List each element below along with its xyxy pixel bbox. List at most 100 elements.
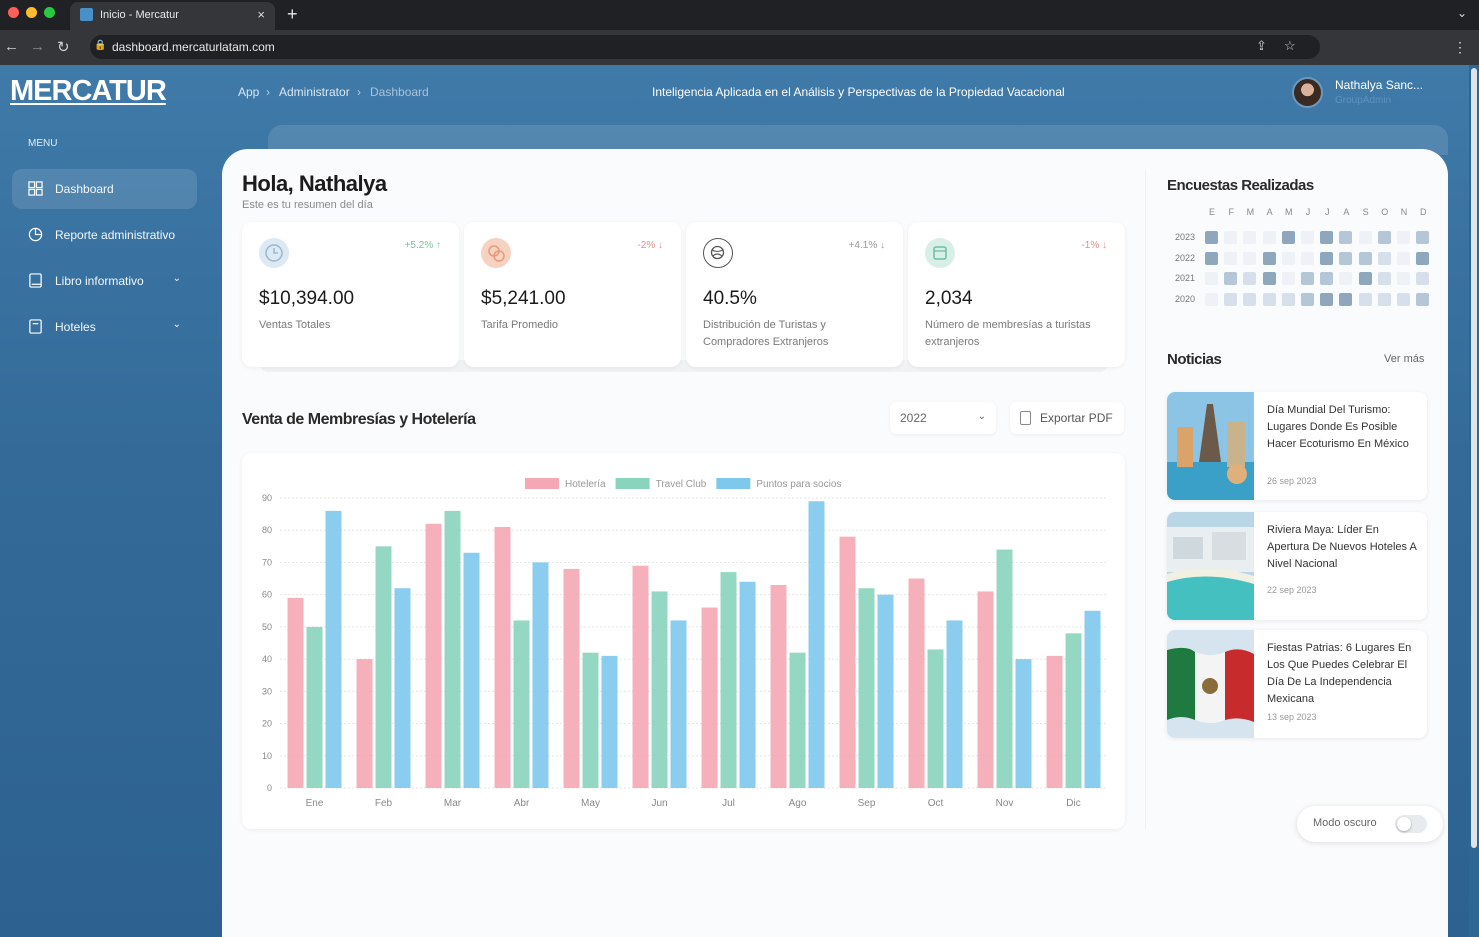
stat-label: Ventas Totales (259, 319, 331, 331)
heatmap-cell[interactable] (1377, 231, 1391, 244)
maximize-window-button[interactable] (44, 7, 55, 18)
heatmap-cell[interactable] (1339, 231, 1353, 244)
heatmap-cell[interactable] (1416, 272, 1430, 285)
heatmap-cell[interactable] (1243, 272, 1257, 285)
new-tab-button[interactable]: + (287, 4, 298, 24)
heatmap-cell[interactable] (1416, 251, 1430, 265)
forward-icon[interactable]: → (30, 38, 45, 55)
greeting-title: Hola, Nathalya (242, 171, 387, 196)
news-card[interactable]: Fiestas Patrias: 6 Lugares En Los Que Pu… (1167, 630, 1427, 738)
year-select[interactable]: 2022 ⌄ (890, 402, 996, 434)
reload-icon[interactable]: ↻ (57, 39, 70, 56)
heatmap-cell[interactable] (1243, 231, 1257, 244)
heatmap-cell[interactable] (1339, 272, 1353, 285)
stat-card-membresias[interactable]: -1% ↓ 2,034 Número de membresías a turis… (908, 222, 1125, 367)
news-headline: Riviera Maya: Líder En Apertura De Nuevo… (1267, 524, 1417, 570)
heatmap-cell[interactable] (1416, 231, 1430, 244)
heatmap-cell[interactable] (1320, 251, 1334, 265)
sidebar-item-label: Dashboard (55, 182, 114, 196)
x-tick-label: Ago (789, 798, 807, 809)
stat-card-ventas-totales[interactable]: +5.2% ↑ $10,394.00 Ventas Totales (242, 222, 459, 367)
heatmap-month-label: A (1343, 207, 1350, 217)
news-date: 13 sep 2023 (1267, 712, 1317, 722)
mercatur-logo[interactable]: MERCATUR (10, 75, 167, 107)
heatmap-cell[interactable] (1262, 272, 1276, 285)
heatmap-cell[interactable] (1281, 251, 1295, 265)
heatmap-cell[interactable] (1416, 292, 1430, 306)
tab-list-chevron-icon[interactable]: ⌄ (1456, 6, 1467, 20)
heatmap-cell[interactable] (1397, 292, 1410, 306)
heatmap-cell[interactable] (1281, 272, 1295, 285)
heatmap-cell[interactable] (1262, 292, 1276, 306)
news-see-more-link[interactable]: Ver más (1384, 353, 1425, 365)
heatmap-cell[interactable] (1377, 272, 1391, 285)
bar (858, 588, 875, 788)
bookmark-star-icon[interactable]: ☆ (1284, 38, 1296, 53)
heatmap-cell[interactable] (1358, 292, 1372, 306)
bar (789, 652, 806, 788)
heatmap-cell[interactable] (1205, 292, 1218, 306)
heatmap-month-label: D (1419, 207, 1427, 217)
sidebar-item-dashboard[interactable]: Dashboard (12, 169, 197, 209)
dark-mode-toggle[interactable]: Modo oscuro (1297, 806, 1443, 842)
y-tick-label: 20 (262, 719, 272, 729)
toggle-knob[interactable] (1397, 817, 1411, 831)
sidebar-item-reporte-administrativo[interactable]: Reporte administrativo (12, 215, 197, 255)
user-avatar[interactable] (1292, 77, 1323, 108)
heatmap-cell[interactable] (1377, 292, 1391, 306)
heatmap-cell[interactable] (1224, 272, 1238, 285)
heatmap-cell[interactable] (1397, 251, 1410, 265)
back-icon[interactable]: ← (4, 38, 19, 55)
chevron-down-icon: ⌄ (172, 319, 181, 330)
heatmap-cell[interactable] (1358, 251, 1372, 265)
heatmap-cell[interactable] (1224, 231, 1238, 244)
heatmap-cell[interactable] (1397, 231, 1410, 244)
heatmap-cell[interactable] (1301, 272, 1314, 285)
heatmap-cell[interactable] (1205, 251, 1218, 265)
stat-card-tarifa-promedio[interactable]: -2% ↓ $5,241.00 Tarifa Promedio (464, 222, 681, 367)
heatmap-cell[interactable] (1205, 231, 1218, 244)
sidebar-item-libro-informativo[interactable]: Libro informativo ⌄ (12, 261, 197, 301)
browser-tab[interactable]: Inicio - Mercatur × (70, 2, 275, 30)
heatmap-cell[interactable] (1281, 231, 1295, 244)
heatmap-cell[interactable] (1205, 272, 1218, 285)
page-scrollbar-thumb[interactable] (1471, 68, 1477, 848)
share-icon[interactable]: ⇪ (1256, 38, 1267, 53)
close-window-button[interactable] (8, 7, 19, 18)
heatmap-cell[interactable] (1339, 292, 1353, 306)
breadcrumb-app[interactable]: App (238, 85, 260, 99)
minimize-window-button[interactable] (26, 7, 37, 18)
x-tick-label: Dic (1066, 798, 1080, 809)
heatmap-cell[interactable] (1358, 231, 1372, 244)
heatmap-cell[interactable] (1397, 272, 1410, 285)
heatmap-cell[interactable] (1301, 231, 1314, 244)
heatmap-month-label: E (1208, 207, 1215, 217)
heatmap-cell[interactable] (1224, 251, 1238, 265)
heatmap-cell[interactable] (1358, 272, 1372, 285)
stat-delta: -2% ↓ (637, 240, 663, 251)
export-pdf-button[interactable]: Exportar PDF (1010, 402, 1124, 434)
heatmap-cell[interactable] (1301, 251, 1314, 265)
breadcrumb-administrator[interactable]: Administrator (279, 85, 350, 99)
heatmap-cell[interactable] (1320, 231, 1334, 244)
heatmap-cell[interactable] (1320, 292, 1334, 306)
heatmap-cell[interactable] (1281, 292, 1295, 306)
news-card[interactable]: Día Mundial Del Turismo: Lugares Donde E… (1167, 392, 1427, 500)
heatmap-cell[interactable] (1320, 272, 1334, 285)
heatmap-cell[interactable] (1262, 231, 1276, 244)
tab-close-icon[interactable]: × (257, 7, 265, 22)
user-name[interactable]: Nathalya Sanc... (1335, 78, 1424, 92)
url-field[interactable]: 🔒 dashboard.mercaturlatam.com ⇪ ☆ (90, 35, 1320, 59)
stat-card-distribucion-turistas[interactable]: +4.1% ↓ 40.5% Distribución de Turistas y… (686, 222, 903, 367)
news-headline: Día Mundial Del Turismo: Lugares Donde E… (1267, 404, 1409, 450)
sidebar-item-hoteles[interactable]: Hoteles ⌄ (12, 307, 197, 347)
heatmap-cell[interactable] (1243, 251, 1257, 265)
heatmap-cell[interactable] (1377, 251, 1391, 265)
heatmap-cell[interactable] (1301, 292, 1314, 306)
heatmap-cell[interactable] (1262, 251, 1276, 265)
news-card[interactable]: Riviera Maya: Líder En Apertura De Nuevo… (1167, 512, 1427, 620)
heatmap-cell[interactable] (1224, 292, 1238, 306)
heatmap-cell[interactable] (1339, 251, 1353, 265)
heatmap-cell[interactable] (1243, 292, 1257, 306)
browser-menu-icon[interactable]: ⋮ (1453, 39, 1467, 55)
